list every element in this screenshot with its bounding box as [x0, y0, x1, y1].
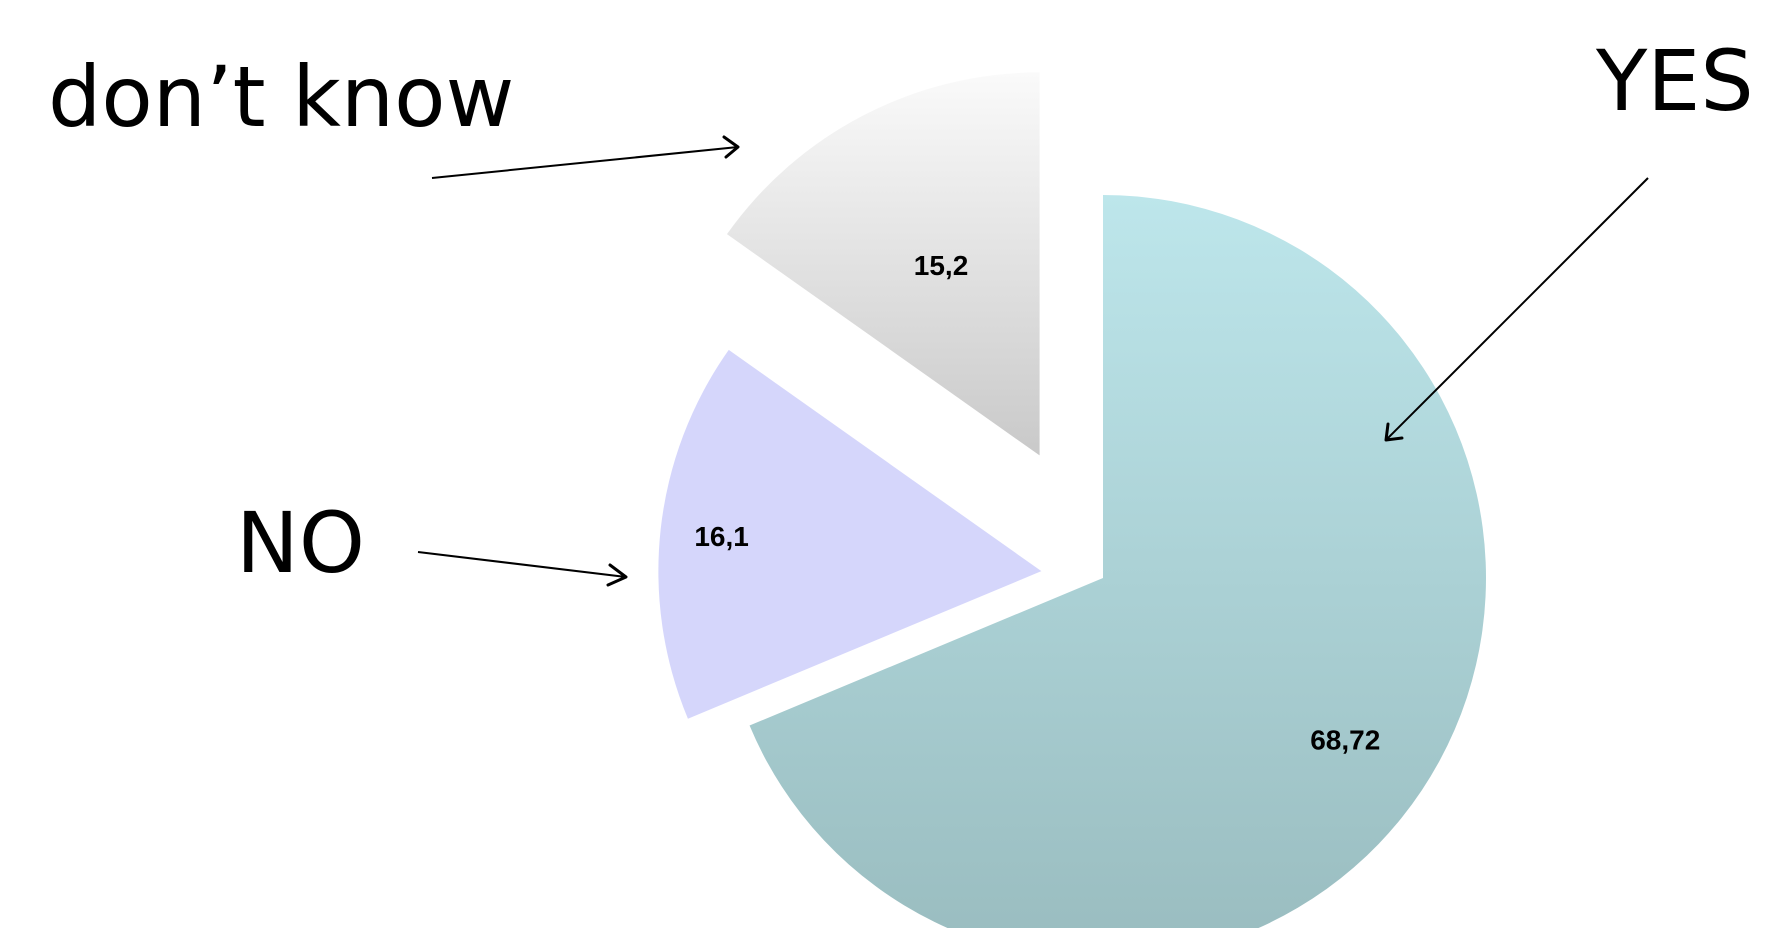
- value-label-yes: 68,72: [1310, 724, 1380, 755]
- value-label-no: 16,1: [694, 521, 749, 552]
- slice-dont-know: [726, 72, 1040, 456]
- value-labels: 68,72 16,1 15,2: [694, 250, 1380, 755]
- slice-no: [658, 349, 1042, 719]
- value-label-dont-know: 15,2: [914, 250, 969, 281]
- slice-yes: [749, 195, 1486, 928]
- pie-slices: [658, 72, 1486, 928]
- arrow-yes: [1384, 177, 1649, 442]
- category-label-no: NO: [236, 494, 365, 592]
- category-label-dont-know: don’t know: [48, 48, 514, 146]
- arrow-dont-know: [431, 135, 740, 179]
- arrow-no: [417, 551, 628, 587]
- category-label-yes: YES: [1595, 32, 1754, 130]
